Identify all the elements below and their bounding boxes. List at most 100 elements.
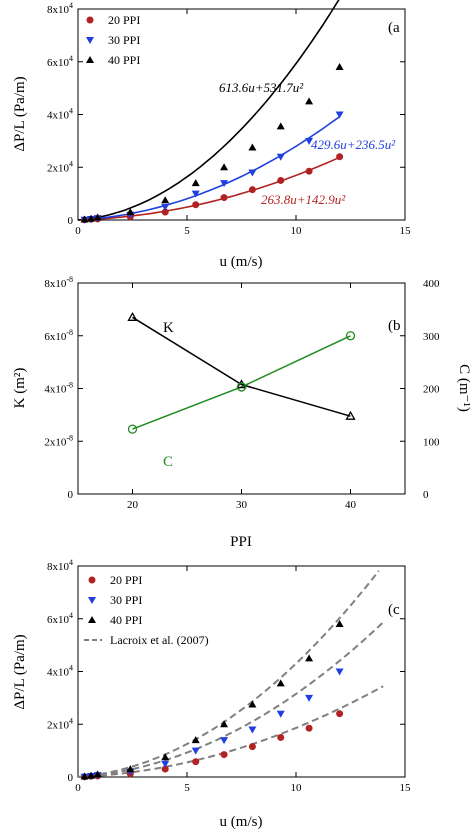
data-point bbox=[161, 208, 169, 216]
data-point bbox=[87, 771, 96, 779]
fit-curve bbox=[77, 115, 341, 221]
x-tick-label: 10 bbox=[291, 225, 303, 237]
panel-c: (c u (m/s) ΔP/L (Pa/m) 0 5 10 15 0 2x104 4x104… bbox=[12, 558, 411, 830]
data-point bbox=[248, 143, 257, 151]
fit-equation: 613.6u+531.7u² bbox=[219, 80, 304, 95]
data-point bbox=[305, 137, 314, 145]
data-point bbox=[80, 772, 89, 780]
panel-a-fit-curves bbox=[77, 0, 341, 221]
data-point bbox=[305, 724, 313, 732]
data-point bbox=[335, 620, 344, 628]
data-point bbox=[248, 700, 257, 708]
y-tick-label: 2x104 bbox=[47, 716, 73, 731]
model-curve bbox=[77, 621, 384, 778]
data-point bbox=[335, 63, 344, 71]
data-point bbox=[126, 765, 135, 773]
series-label-C: C bbox=[163, 454, 173, 470]
panel-b: (b PPI K (m²) C (m⁻¹) 20 30 4002x10-84x10-… bbox=[12, 275, 472, 550]
x-tick-label: 10 bbox=[291, 782, 303, 794]
panel-a-legend: 20 PPI 30 PPI 40 PPI bbox=[86, 13, 140, 67]
y2-tick-label: 400 bbox=[423, 278, 440, 290]
legend-marker bbox=[86, 56, 94, 63]
y-tick-label: 0 bbox=[68, 489, 74, 501]
data-point bbox=[127, 424, 138, 434]
x-tick-label: 30 bbox=[236, 499, 248, 511]
data-point bbox=[191, 747, 200, 755]
fit-equation: 263.8u+142.9u² bbox=[261, 192, 346, 207]
legend-marker bbox=[88, 576, 96, 584]
data-point bbox=[277, 733, 285, 741]
panel-c-ylabel: ΔP/L (Pa/m) bbox=[12, 634, 28, 709]
legend-label: 40 PPI bbox=[108, 53, 140, 67]
data-point bbox=[220, 163, 229, 171]
data-point bbox=[345, 331, 356, 341]
data-point bbox=[80, 215, 89, 223]
panel-a-xlabel: u (m/s) bbox=[220, 254, 263, 270]
data-point bbox=[93, 213, 102, 221]
data-point bbox=[220, 720, 229, 728]
legend-label: 30 PPI bbox=[108, 33, 140, 47]
x-tick-label: 15 bbox=[400, 782, 412, 794]
y2-tick-label: 300 bbox=[423, 331, 440, 343]
legend-marker bbox=[86, 16, 94, 24]
data-point bbox=[248, 169, 257, 177]
y-tick-label: 4x104 bbox=[47, 664, 73, 679]
data-point bbox=[336, 710, 344, 718]
y-tick-label: 8x104 bbox=[47, 558, 73, 573]
data-point bbox=[236, 382, 247, 392]
data-point bbox=[161, 196, 170, 204]
panel-a-equations: 263.8u+142.9u² 429.6u+236.5u² 613.6u+531.7… bbox=[219, 80, 396, 207]
model-curve bbox=[77, 570, 380, 778]
data-point bbox=[220, 194, 228, 202]
data-point bbox=[248, 743, 256, 751]
data-point bbox=[305, 97, 314, 105]
y-tick-label: 6x104 bbox=[47, 611, 73, 626]
panel-b-ticks: 20 30 4002x10-84x10-86x10-88x10-8010020030… bbox=[44, 275, 440, 511]
legend-label: 30 PPI bbox=[110, 593, 142, 607]
data-point bbox=[335, 111, 344, 119]
panel-c-label: (c bbox=[388, 602, 400, 618]
legend-marker bbox=[88, 597, 96, 604]
legend-label: 20 PPI bbox=[110, 573, 142, 587]
y2-tick-label: 0 bbox=[423, 489, 429, 501]
panel-b-y2label: C (m⁻¹) bbox=[456, 364, 472, 412]
series-line bbox=[132, 316, 351, 417]
data-point bbox=[161, 203, 170, 211]
x-tick-label: 40 bbox=[345, 499, 357, 511]
data-point bbox=[126, 208, 135, 216]
panel-c-model-curves bbox=[77, 570, 384, 778]
y-tick-label: 4x10-8 bbox=[44, 381, 73, 396]
y2-tick-label: 200 bbox=[423, 384, 440, 396]
data-point bbox=[277, 176, 285, 184]
panel-a-ticks: 0 5 10 15 0 2x104 4x104 6x104 8x104 bbox=[47, 1, 411, 237]
x-tick-label: 20 bbox=[127, 499, 139, 511]
fit-curve bbox=[77, 156, 340, 221]
x-tick-label: 0 bbox=[75, 782, 81, 794]
panel-c-legend: 20 PPI 30 PPI 40 PPI Lacroix et al. (2007) bbox=[84, 573, 209, 647]
panel-b-ylabel: K (m²) bbox=[12, 368, 28, 409]
panel-a-ylabel: ΔP/L (Pa/m) bbox=[12, 76, 28, 151]
legend-label: 20 PPI bbox=[108, 13, 140, 27]
y2-tick-label: 100 bbox=[423, 436, 440, 448]
data-point bbox=[248, 186, 256, 194]
data-point bbox=[276, 122, 285, 130]
data-point bbox=[276, 679, 285, 687]
model-curve bbox=[77, 685, 384, 778]
y-tick-label: 6x104 bbox=[47, 54, 73, 69]
series-label-K: K bbox=[163, 320, 174, 336]
y-tick-label: 0 bbox=[68, 772, 74, 784]
data-point bbox=[161, 760, 170, 768]
data-point bbox=[220, 180, 229, 188]
fit-equation: 429.6u+236.5u² bbox=[311, 137, 396, 152]
data-point bbox=[276, 153, 285, 161]
data-point bbox=[191, 179, 200, 187]
data-point bbox=[161, 753, 170, 761]
panel-b-label: (b bbox=[388, 318, 401, 334]
panel-c-points bbox=[80, 620, 344, 781]
y-tick-label: 4x104 bbox=[47, 107, 73, 122]
data-point bbox=[87, 214, 96, 222]
data-point bbox=[192, 201, 200, 209]
x-tick-label: 15 bbox=[400, 225, 412, 237]
y-tick-label: 2x10-8 bbox=[44, 433, 73, 448]
